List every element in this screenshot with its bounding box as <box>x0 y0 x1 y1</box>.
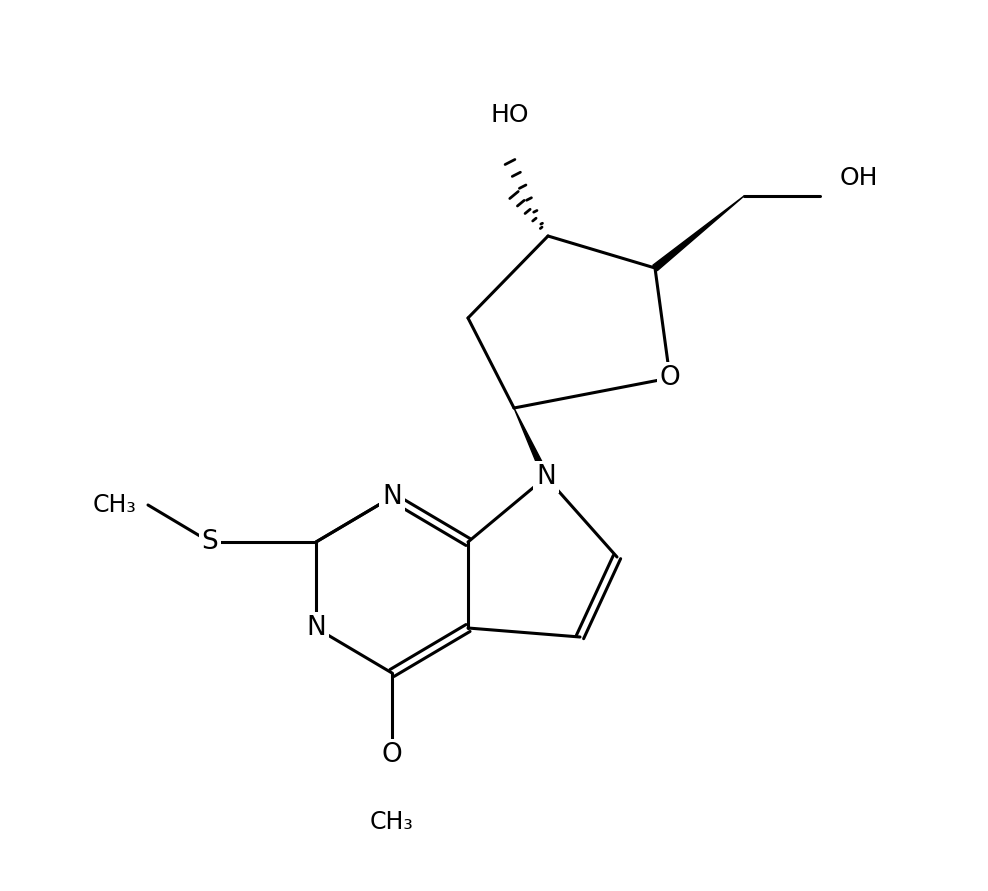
Text: O: O <box>660 365 681 391</box>
Polygon shape <box>653 196 744 271</box>
Polygon shape <box>514 408 549 478</box>
Text: CH₃: CH₃ <box>370 810 414 834</box>
Text: N: N <box>536 464 556 490</box>
Text: N: N <box>382 484 402 510</box>
Text: S: S <box>202 529 218 555</box>
Text: N: N <box>306 615 326 641</box>
Text: O: O <box>381 742 402 768</box>
Text: OH: OH <box>840 166 878 190</box>
Text: HO: HO <box>491 103 530 127</box>
Text: CH₃: CH₃ <box>92 493 136 517</box>
